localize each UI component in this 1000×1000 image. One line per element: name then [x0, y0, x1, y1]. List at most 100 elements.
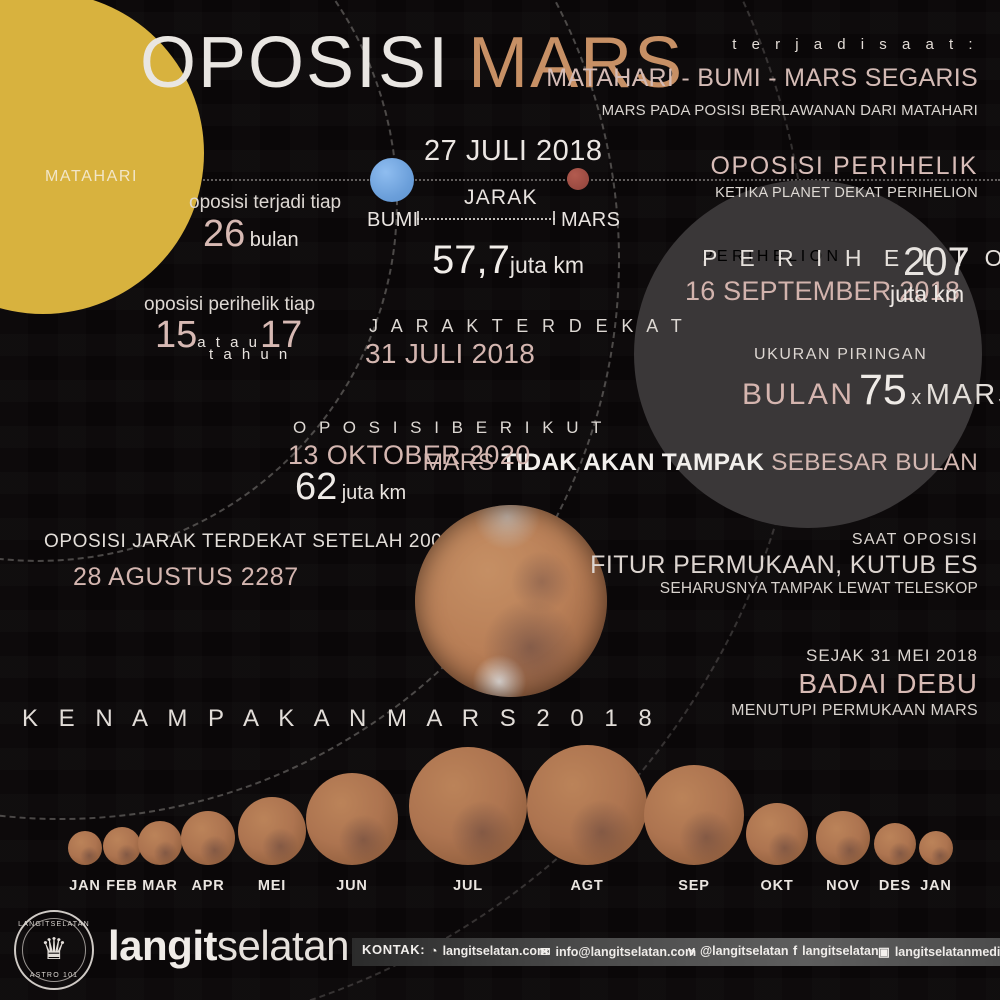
oposisi-berikut-label: O P O S I S I B E R I K U T: [293, 418, 606, 437]
teleskop-line-2: FITUR PERMUKAAN, KUTUB ES: [590, 551, 978, 579]
perihelik-subtitle: KETIKA PLANET DEKAT PERIHELION: [715, 185, 978, 201]
ukuran-bulan-word: BULAN: [742, 378, 855, 411]
perihelion-date: 16 SEPTEMBER 2018: [685, 276, 961, 306]
mars-month-label: MEI: [257, 878, 287, 894]
distance-value-group: 57,7juta km: [432, 238, 584, 283]
ukuran-piringan-value: BULAN 75 x MARS: [742, 366, 1000, 415]
perihelion-word: P E R I H E L I O N: [702, 248, 839, 265]
mars-size-disk: [816, 811, 870, 865]
terdekat-2003-label: OPOSISI JARAK TERDEKAT SETELAH 2003: [44, 531, 454, 552]
mars-month-label: SEP: [678, 878, 710, 894]
contact-link-text: langitselatanmedia: [894, 945, 1000, 959]
mars-month-label: AGT: [570, 878, 604, 894]
oposisi-berikut-date: 13 OKTOBER 2020: [288, 440, 531, 470]
instagram-icon: ▣: [878, 945, 890, 959]
badai-line-3: MENUTUPI PERMUKAAN MARS: [731, 702, 978, 719]
perihelik-tiap-unit: t a h u n: [209, 346, 291, 363]
ukuran-mars-word: MARS: [925, 379, 1000, 411]
alignment-line: [0, 179, 1000, 181]
distance-cap-left: [417, 211, 419, 225]
contact-link-text: @langitselatan: [699, 944, 789, 958]
contact-link[interactable]: f langitselatan: [793, 944, 879, 958]
contact-link[interactable]: ᴠ @langitselatan: [688, 944, 789, 958]
brand-bold-part: langit: [108, 922, 218, 969]
mars-month-label: DES: [878, 878, 912, 894]
oposisi-tiap-unit: bulan: [249, 229, 299, 251]
distance-measure-line: [417, 218, 555, 220]
jarak-terdekat-date: 31 JULI 2018: [365, 338, 536, 369]
earth-label: BUMI: [367, 209, 419, 231]
mars-size-disk: [746, 803, 808, 865]
contact-link[interactable]: ✉ info@langitselatan.com: [540, 944, 696, 959]
distance-unit: juta km: [509, 252, 584, 278]
terdekat-2003-date: 28 AGUSTUS 2287: [73, 563, 299, 591]
brand-light-part: selatan: [217, 922, 349, 969]
mars-month-label: JUN: [336, 878, 368, 894]
teleskop-line-3: SEHARUSNYA TAMPAK LEWAT TELESKOP: [659, 580, 978, 597]
claim-part-b: TIDAK AKAN TAMPAK: [501, 449, 765, 476]
mars-month-label: JUL: [453, 878, 483, 894]
mars-size-disk: [409, 747, 527, 865]
logo-ring: [22, 918, 86, 982]
claim-part-a: MARS: [422, 449, 502, 476]
perihelik-title: OPOSISI PERIHELIK: [710, 152, 978, 180]
brand-wordmark: langitselatan: [108, 922, 349, 970]
mars-size-disk: [181, 811, 235, 865]
mars-label: MARS: [561, 209, 621, 231]
earth-dot-icon: [370, 158, 414, 202]
teleskop-line-1: SAAT OPOSISI: [851, 531, 978, 548]
mars-size-disk: [527, 745, 647, 865]
mars-size-disk: [238, 797, 306, 865]
mars-month-label: OKT: [760, 878, 794, 894]
mars-month-label: APR: [191, 878, 225, 894]
kenampakan-title: K E N A M P A K A N M A R S 2 0 1 8: [22, 705, 659, 732]
subline-berlawanan: MARS PADA POSISI BERLAWANAN DARI MATAHAR…: [601, 102, 978, 119]
contact-link-text: langitselatan.com: [442, 944, 549, 958]
perihelik-tiap-number-1: 15: [155, 314, 198, 356]
perihelik-tiap-conn: a t a u: [197, 334, 260, 351]
mars-dot-marker-icon: [567, 168, 589, 190]
mars-size-disk: [919, 831, 953, 865]
perihelion-distance-number: 207: [903, 240, 970, 284]
twitter-icon: ᴠ: [688, 944, 695, 958]
ukuran-piringan-label: UKURAN PIRINGAN: [754, 346, 928, 363]
page-title: OPOSISI MARS: [140, 22, 684, 104]
perihelik-tiap-number-2: 17: [259, 314, 303, 356]
mail-icon: ✉: [540, 945, 551, 959]
ukuran-ratio-number: 75: [859, 366, 907, 414]
moon-disk: [634, 180, 982, 528]
contact-link[interactable]: ▣ langitselatanmedia: [878, 944, 1000, 959]
kontak-label: KONTAK:: [362, 942, 426, 957]
jarak-terdekat-label: J A R A K T E R D E K A T: [369, 316, 687, 336]
claim-part-c: SEBESAR BULAN: [764, 449, 978, 476]
langitselatan-logo: LANGITSELATAN ♛ ASTRO 101: [14, 910, 94, 990]
mars-month-label: JAN: [69, 878, 101, 894]
mars-month-label: NOV: [826, 878, 860, 894]
perihelik-tiap-label: oposisi perihelik tiap: [144, 294, 316, 315]
mars-size-disk: [138, 821, 182, 865]
logo-centaur-icon: ♛: [40, 933, 68, 966]
oposisi-tiap-label: oposisi terjadi tiap: [189, 192, 342, 213]
oposisi-berikut-unit: juta km: [341, 482, 407, 504]
ukuran-times-symbol: x: [911, 387, 922, 409]
mars-month-label: JAN: [920, 878, 952, 894]
sun-label: MATAHARI: [45, 168, 139, 185]
contact-link[interactable]: ◔ langitselatan.com: [430, 944, 548, 958]
opposition-date: 27 JULI 2018: [424, 135, 603, 167]
perihelion-distance-unit: juta km: [890, 281, 965, 307]
contact-link-text: langitselatan: [802, 944, 879, 958]
badai-line-1: SEJAK 31 MEI 2018: [806, 646, 978, 665]
distance-value: 57,7: [432, 238, 510, 282]
oposisi-berikut-distance: 62 juta km: [295, 466, 406, 509]
mars-month-label: MAR: [142, 878, 178, 894]
eyebrow-terjadi-saat: t e r j a d i s a a t :: [732, 36, 978, 53]
mars-size-disk: [103, 827, 141, 865]
oposisi-tiap-number: 26: [203, 213, 246, 255]
title-word-mars: MARS: [468, 23, 685, 103]
mars-size-series: [0, 745, 1000, 890]
oposisi-berikut-number: 62: [295, 466, 338, 508]
badai-line-2: BADAI DEBU: [798, 668, 978, 699]
distance-cap-right: [553, 211, 555, 225]
contact-link-text: info@langitselatan.com: [555, 945, 697, 959]
